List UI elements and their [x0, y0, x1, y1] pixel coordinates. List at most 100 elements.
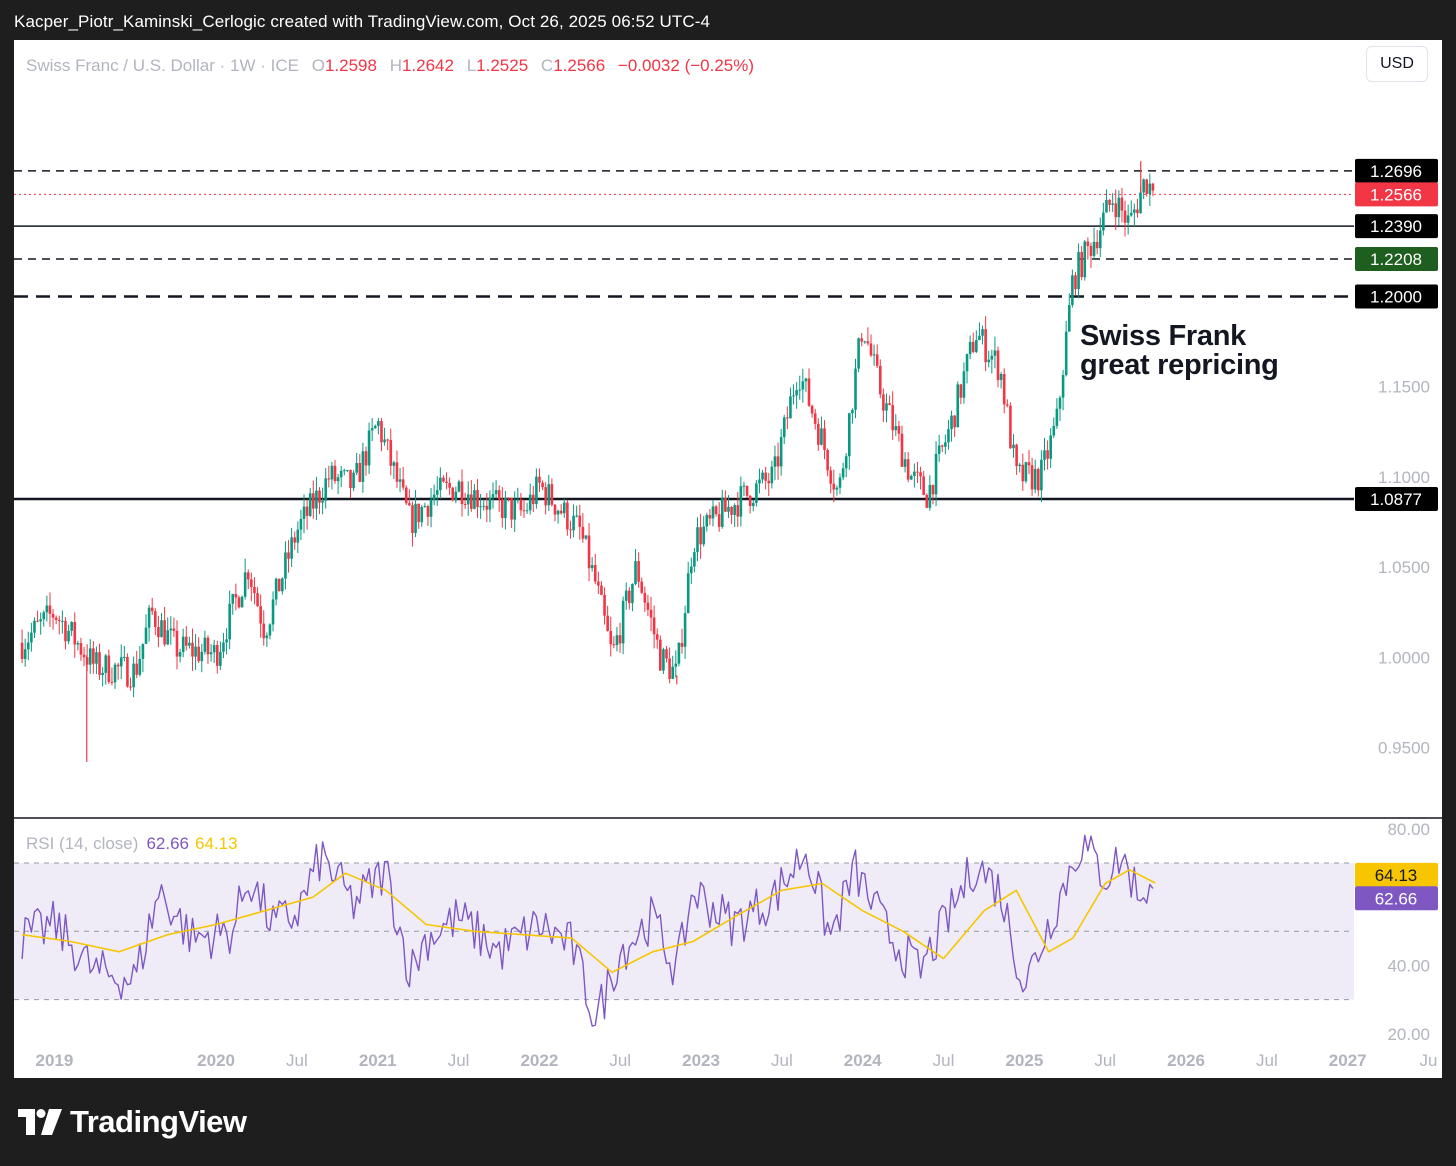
candle-body: [277, 578, 281, 592]
candle-body: [999, 373, 1003, 381]
candle-body: [931, 485, 935, 495]
candle-body: [392, 462, 396, 466]
price-axis-tick-label: 1.1500: [1378, 378, 1430, 397]
candle-body: [138, 658, 142, 675]
level-price-label: 1.2390: [1370, 217, 1422, 236]
candle-body: [491, 494, 495, 498]
brand-wordmark: TradingView: [70, 1104, 247, 1139]
candle-body: [423, 506, 427, 508]
candle-body: [835, 487, 839, 490]
candle-body: [1108, 199, 1111, 205]
candle-body: [129, 686, 132, 688]
candle-body: [702, 526, 705, 545]
candle-body: [135, 663, 139, 675]
tradingview-logo-icon: [18, 1109, 62, 1135]
candle-body: [1040, 459, 1043, 491]
candle-body: [838, 477, 842, 488]
candle-body: [333, 465, 337, 482]
candle-body: [51, 613, 55, 618]
level-price-label: 1.2208: [1370, 250, 1422, 269]
candle-body: [1114, 203, 1118, 218]
annotation-line-2: great repricing: [1080, 349, 1279, 381]
candle-body: [903, 459, 907, 467]
symbol-title[interactable]: Swiss Franc / U.S. Dollar · 1W · ICE: [26, 56, 299, 75]
currency-button[interactable]: USD: [1366, 46, 1428, 82]
candle-body: [683, 613, 687, 647]
candle-body: [736, 505, 740, 517]
candle-body: [857, 338, 860, 369]
candle-body: [460, 481, 464, 504]
candle-body: [454, 491, 458, 501]
chart-annotation[interactable]: Swiss Frank great repricing: [1080, 322, 1279, 380]
candle-body: [1092, 241, 1096, 256]
rsi-value-tag-label: 62.66: [1375, 889, 1418, 908]
candle-body: [844, 456, 848, 469]
candle-body: [178, 652, 182, 657]
candle-body: [321, 500, 324, 503]
candle-body: [587, 535, 591, 569]
candle-body: [61, 620, 64, 622]
candle-body: [1145, 179, 1149, 194]
candle-body: [429, 499, 433, 517]
candle-body: [1027, 462, 1031, 466]
candle-body: [463, 503, 467, 505]
candle-body: [696, 527, 699, 553]
candle-body: [724, 497, 727, 512]
candle-body: [906, 459, 910, 480]
candle-body: [817, 423, 820, 445]
candle-body: [398, 479, 402, 482]
candle-body: [984, 329, 987, 363]
candle-body: [547, 484, 551, 506]
level-price-tag: [1355, 246, 1438, 271]
rsi-value-tag: [1355, 886, 1438, 911]
candle-body: [727, 506, 730, 512]
candle-body: [113, 664, 117, 683]
open-value: 1.2598: [324, 56, 377, 75]
candle-body: [1033, 468, 1037, 490]
candle-body: [1117, 197, 1121, 218]
candle-body: [748, 495, 752, 507]
candle-body: [510, 498, 513, 520]
candle-body: [234, 594, 238, 598]
candle-body: [76, 643, 80, 645]
candle-body: [1142, 179, 1145, 193]
candle-body: [671, 666, 675, 679]
chart-canvas[interactable]: 1.1500 1.1000 1.0500 1.0000 0.9500 80.00 40.00…: [14, 40, 1442, 1078]
candle-body: [786, 417, 789, 419]
candle-body: [1086, 241, 1090, 246]
candle-body: [308, 493, 312, 516]
candle-body: [36, 620, 39, 622]
rsi-ma-value-tag-label: 64.13: [1375, 866, 1418, 885]
candle-body: [590, 565, 594, 569]
candle-body: [615, 635, 619, 646]
chart-frame[interactable]: 1.1500 1.1000 1.0500 1.0000 0.9500 80.00 40.00…: [14, 40, 1442, 1078]
rsi-title: RSI (14, close): [26, 834, 139, 853]
rsi-legend[interactable]: RSI (14, close) 62.66 64.13: [26, 834, 238, 854]
candle-body: [612, 644, 616, 646]
candle-body: [956, 384, 960, 428]
tradingview-logo[interactable]: TradingView: [18, 1104, 247, 1140]
price-legend[interactable]: Swiss Franc / U.S. Dollar · 1W · ICE O1.…: [26, 56, 754, 76]
candle-body: [296, 529, 300, 543]
candle-body: [646, 602, 650, 610]
candle-body: [699, 527, 702, 545]
candle-body: [82, 654, 86, 658]
time-axis-tick-label: Ju: [1420, 1051, 1438, 1070]
candle-body: [916, 471, 919, 473]
candle-body: [662, 649, 665, 671]
close-value: 1.2566: [553, 56, 606, 75]
candle-body: [389, 440, 393, 466]
candle-body: [1120, 197, 1124, 211]
candle-body: [197, 646, 200, 662]
candle-body: [566, 502, 569, 530]
candle-body: [175, 630, 179, 657]
candle-body: [528, 494, 532, 511]
time-axis-tick-label: 2025: [1005, 1051, 1043, 1070]
level-price-label: 1.0877: [1370, 490, 1422, 509]
time-axis-tick-label: Jul: [448, 1051, 470, 1070]
candle-body: [928, 485, 932, 508]
candle-body: [1083, 241, 1087, 278]
candle-body: [219, 651, 222, 666]
candle-body: [535, 476, 538, 505]
candle-body: [265, 635, 269, 639]
